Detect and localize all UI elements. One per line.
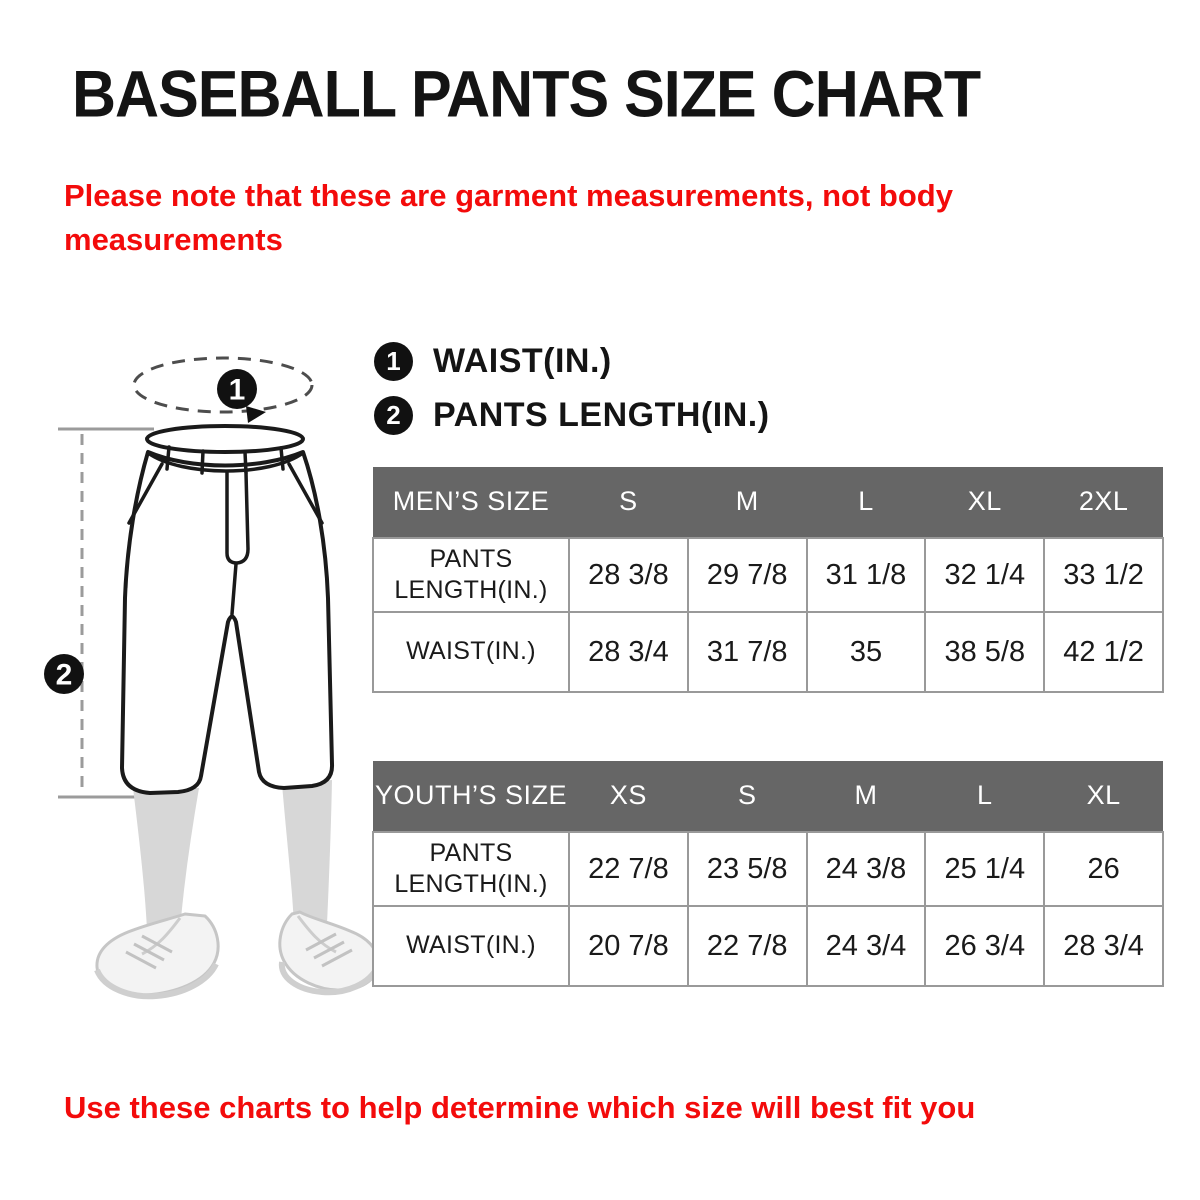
youths-size-header: YOUTH’S SIZE bbox=[373, 761, 569, 832]
cell-value: 22 7/8 bbox=[686, 905, 808, 987]
table-row: PANTS LENGTH(IN.) 28 3/8 29 7/8 31 1/8 3… bbox=[372, 537, 1164, 613]
legend-item-length: 2 PANTS LENGTH(IN.) bbox=[374, 396, 770, 435]
mens-size-header: MEN’S SIZE bbox=[373, 467, 569, 538]
cell-value: 26 bbox=[1043, 831, 1164, 907]
cell-value: 22 7/8 bbox=[568, 831, 689, 907]
cell-value: 20 7/8 bbox=[568, 905, 689, 987]
cell-value: 32 1/4 bbox=[924, 537, 1046, 613]
right-sneaker bbox=[278, 910, 381, 996]
length-badge-icon: 2 bbox=[374, 396, 413, 435]
sneakers bbox=[94, 910, 381, 1000]
youths-size-table: YOUTH’S SIZE XS S M L XL PANTS LENGTH(IN… bbox=[372, 761, 1164, 987]
cell-value: 35 bbox=[805, 611, 927, 693]
row-label: WAIST(IN.) bbox=[372, 905, 570, 987]
measurement-legend: 1 WAIST(IN.) 2 PANTS LENGTH(IN.) bbox=[374, 342, 770, 435]
mens-col-m: M bbox=[687, 467, 807, 538]
mens-size-table: MEN’S SIZE S M L XL 2XL PANTS LENGTH(IN.… bbox=[372, 467, 1164, 693]
cell-value: 38 5/8 bbox=[924, 611, 1046, 693]
youths-header-row: YOUTH’S SIZE XS S M L XL bbox=[373, 761, 1163, 832]
table-row: WAIST(IN.) 20 7/8 22 7/8 24 3/4 26 3/4 2… bbox=[372, 905, 1164, 987]
socks bbox=[133, 780, 332, 930]
pants-diagram-svg: 1 2 bbox=[44, 356, 381, 1000]
table-row: WAIST(IN.) 28 3/4 31 7/8 35 38 5/8 42 1/… bbox=[372, 611, 1164, 693]
mens-col-2xl: 2XL bbox=[1044, 467, 1163, 538]
waist-badge-icon: 1 bbox=[374, 342, 413, 381]
youths-col-s: S bbox=[687, 761, 807, 832]
crotch-seam bbox=[230, 562, 238, 616]
mens-col-s: S bbox=[569, 467, 688, 538]
cell-value: 28 3/4 bbox=[568, 611, 689, 693]
cell-value: 29 7/8 bbox=[686, 537, 808, 613]
figure-badge-length: 2 bbox=[44, 654, 84, 694]
svg-text:1: 1 bbox=[229, 374, 246, 407]
cell-value: 26 3/4 bbox=[924, 905, 1046, 987]
svg-text:2: 2 bbox=[56, 659, 73, 692]
row-label: PANTS LENGTH(IN.) bbox=[372, 537, 570, 613]
mens-col-l: L bbox=[806, 467, 926, 538]
waist-arrow-icon bbox=[246, 406, 266, 423]
cell-value: 33 1/2 bbox=[1043, 537, 1164, 613]
mens-header-row: MEN’S SIZE S M L XL 2XL bbox=[373, 467, 1163, 538]
left-sneaker bbox=[94, 912, 220, 1000]
youths-col-xs: XS bbox=[569, 761, 688, 832]
belt-loops bbox=[165, 445, 285, 475]
cell-value: 24 3/8 bbox=[805, 831, 927, 907]
waist-measure-ellipse bbox=[132, 356, 314, 414]
row-label: WAIST(IN.) bbox=[372, 611, 570, 693]
youths-col-m: M bbox=[806, 761, 926, 832]
cell-value: 23 5/8 bbox=[686, 831, 808, 907]
table-row: PANTS LENGTH(IN.) 22 7/8 23 5/8 24 3/8 2… bbox=[372, 831, 1164, 907]
waistband-bottom bbox=[146, 451, 305, 473]
page-title: BASEBALL PANTS SIZE CHART bbox=[72, 57, 981, 131]
legend-label-waist: WAIST(IN.) bbox=[433, 342, 612, 380]
cell-value: 25 1/4 bbox=[924, 831, 1046, 907]
waistband-top bbox=[145, 424, 305, 454]
legend-label-length: PANTS LENGTH(IN.) bbox=[433, 396, 770, 434]
cell-value: 31 7/8 bbox=[686, 611, 808, 693]
pants-outline bbox=[120, 424, 335, 795]
cell-value: 28 3/8 bbox=[568, 537, 689, 613]
youths-col-xl: XL bbox=[1044, 761, 1163, 832]
pocket-seams bbox=[127, 462, 324, 525]
youths-col-l: L bbox=[925, 761, 1045, 832]
figure-badge-waist: 1 bbox=[217, 369, 257, 409]
pants-diagram: 1 2 bbox=[30, 330, 390, 1030]
garment-measurement-note: Please note that these are garment measu… bbox=[64, 178, 953, 258]
mens-col-xl: XL bbox=[925, 467, 1045, 538]
legend-item-waist: 1 WAIST(IN.) bbox=[374, 342, 770, 381]
fly-seam bbox=[225, 471, 250, 565]
cell-value: 42 1/2 bbox=[1043, 611, 1164, 693]
fit-advice-note: Use these charts to help determine which… bbox=[64, 1090, 976, 1125]
cell-value: 31 1/8 bbox=[805, 537, 927, 613]
cell-value: 24 3/4 bbox=[805, 905, 927, 987]
row-label: PANTS LENGTH(IN.) bbox=[372, 831, 570, 907]
cell-value: 28 3/4 bbox=[1043, 905, 1164, 987]
